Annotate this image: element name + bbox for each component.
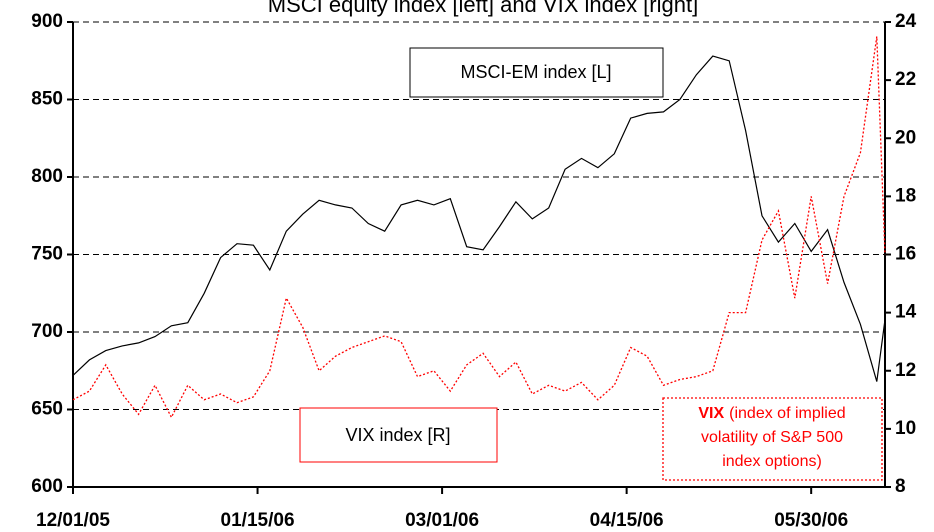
y-tick-label: 850 xyxy=(31,89,63,110)
x-tick-label: 04/15/06 xyxy=(590,510,664,531)
y2-tick-label: 16 xyxy=(895,244,916,265)
chart-title: MSCI equity index [left] and VIX index [… xyxy=(268,0,698,17)
annotation-bold: VIX xyxy=(698,405,724,422)
y2-tick-label: 10 xyxy=(895,418,916,439)
y2-tick-label: 20 xyxy=(895,127,916,148)
x-tick-label: 12/01/05 xyxy=(36,510,110,531)
x-tick-label: 05/30/06 xyxy=(774,510,848,531)
y2-tick-label: 18 xyxy=(895,185,916,206)
x-tick-label: 01/15/06 xyxy=(221,510,295,531)
y-tick-label: 750 xyxy=(31,244,63,265)
annotation-line: VIX (index of implied xyxy=(698,405,845,422)
legend-box xyxy=(299,407,498,463)
x-tick-label: 03/01/06 xyxy=(405,510,479,531)
y-tick-label: 600 xyxy=(31,476,63,497)
y2-tick-label: 24 xyxy=(895,11,917,32)
y-tick-label: 650 xyxy=(31,399,63,420)
series-line xyxy=(72,55,886,382)
y-tick-label: 900 xyxy=(31,11,63,32)
y2-tick-label: 22 xyxy=(895,69,916,90)
annotation-line: volatility of S&P 500 xyxy=(701,429,843,446)
y-tick-label: 800 xyxy=(31,166,63,187)
y2-tick-label: 12 xyxy=(895,360,916,381)
series-line xyxy=(72,36,886,419)
y-tick-label: 700 xyxy=(31,321,63,342)
annotation-box xyxy=(662,397,883,481)
annotation-line: index options) xyxy=(722,453,822,470)
y2-tick-label: 8 xyxy=(895,476,906,497)
legend-label: MSCI-EM index [L] xyxy=(460,62,611,82)
legend-box xyxy=(409,47,664,98)
y2-tick-label: 14 xyxy=(895,302,917,323)
legend-label: VIX index [R] xyxy=(345,425,450,445)
annotation-text: (index of implied xyxy=(729,405,846,422)
